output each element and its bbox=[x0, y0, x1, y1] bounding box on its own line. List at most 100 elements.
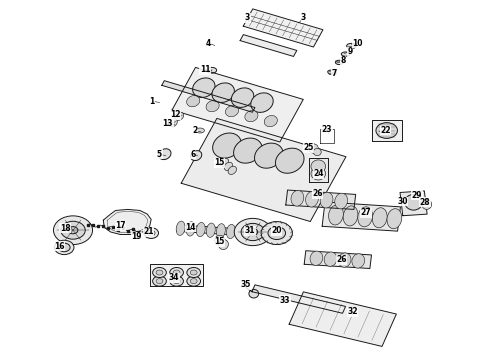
Text: 29: 29 bbox=[412, 190, 422, 199]
Ellipse shape bbox=[68, 226, 78, 234]
Polygon shape bbox=[162, 81, 255, 112]
Ellipse shape bbox=[237, 225, 245, 239]
Text: 16: 16 bbox=[54, 242, 65, 251]
Text: 7: 7 bbox=[331, 69, 337, 78]
Ellipse shape bbox=[343, 206, 358, 226]
Polygon shape bbox=[286, 190, 356, 210]
Ellipse shape bbox=[170, 267, 183, 278]
Ellipse shape bbox=[254, 143, 283, 168]
Ellipse shape bbox=[291, 190, 304, 206]
Text: 3: 3 bbox=[301, 13, 306, 22]
Text: 10: 10 bbox=[352, 39, 363, 48]
Ellipse shape bbox=[207, 67, 217, 73]
Ellipse shape bbox=[170, 276, 183, 286]
Ellipse shape bbox=[156, 279, 163, 284]
Ellipse shape bbox=[226, 224, 235, 239]
Text: 22: 22 bbox=[380, 126, 391, 135]
Ellipse shape bbox=[341, 52, 350, 56]
Ellipse shape bbox=[174, 112, 184, 120]
Ellipse shape bbox=[191, 150, 202, 161]
Text: 31: 31 bbox=[245, 226, 255, 235]
Ellipse shape bbox=[213, 133, 241, 158]
Ellipse shape bbox=[168, 118, 177, 127]
Text: 4: 4 bbox=[206, 39, 211, 48]
Text: 2: 2 bbox=[193, 126, 198, 135]
Ellipse shape bbox=[275, 148, 304, 173]
Polygon shape bbox=[371, 120, 402, 141]
Ellipse shape bbox=[320, 192, 333, 208]
Polygon shape bbox=[181, 118, 346, 221]
Ellipse shape bbox=[219, 239, 228, 249]
Text: 30: 30 bbox=[397, 197, 408, 206]
Text: 26: 26 bbox=[312, 189, 322, 198]
Ellipse shape bbox=[190, 270, 197, 275]
Ellipse shape bbox=[328, 70, 336, 75]
Text: 6: 6 bbox=[190, 150, 196, 159]
Ellipse shape bbox=[249, 289, 259, 298]
Ellipse shape bbox=[176, 221, 185, 235]
Ellipse shape bbox=[372, 208, 387, 228]
Ellipse shape bbox=[225, 105, 239, 117]
Text: 5: 5 bbox=[157, 150, 162, 159]
Ellipse shape bbox=[346, 43, 356, 48]
Ellipse shape bbox=[215, 235, 224, 245]
Ellipse shape bbox=[405, 194, 422, 210]
Ellipse shape bbox=[306, 191, 318, 207]
Ellipse shape bbox=[224, 162, 233, 171]
Ellipse shape bbox=[173, 270, 180, 275]
Text: 27: 27 bbox=[361, 208, 371, 217]
Ellipse shape bbox=[352, 254, 365, 268]
Polygon shape bbox=[103, 210, 151, 234]
Text: 21: 21 bbox=[143, 228, 153, 237]
Polygon shape bbox=[177, 225, 245, 235]
Ellipse shape bbox=[196, 128, 204, 133]
Text: 24: 24 bbox=[313, 169, 323, 178]
Ellipse shape bbox=[314, 148, 321, 156]
Ellipse shape bbox=[173, 279, 180, 284]
Ellipse shape bbox=[234, 219, 271, 246]
Ellipse shape bbox=[153, 276, 166, 286]
Ellipse shape bbox=[251, 93, 273, 112]
Text: 28: 28 bbox=[419, 198, 430, 207]
Ellipse shape bbox=[309, 144, 318, 153]
Text: 1: 1 bbox=[149, 96, 155, 105]
Ellipse shape bbox=[376, 123, 397, 138]
Ellipse shape bbox=[358, 207, 372, 227]
Ellipse shape bbox=[156, 270, 163, 275]
Text: 13: 13 bbox=[163, 119, 173, 128]
Ellipse shape bbox=[206, 223, 215, 237]
Ellipse shape bbox=[53, 216, 93, 244]
Ellipse shape bbox=[193, 78, 215, 98]
Ellipse shape bbox=[186, 222, 195, 236]
Ellipse shape bbox=[187, 276, 200, 286]
Ellipse shape bbox=[144, 228, 159, 238]
Ellipse shape bbox=[231, 88, 254, 107]
Ellipse shape bbox=[234, 138, 262, 163]
Ellipse shape bbox=[335, 60, 343, 64]
Ellipse shape bbox=[311, 167, 326, 180]
Text: 26: 26 bbox=[337, 255, 347, 264]
Text: 17: 17 bbox=[115, 221, 126, 230]
Text: 25: 25 bbox=[303, 143, 314, 152]
Ellipse shape bbox=[159, 149, 171, 159]
Text: 34: 34 bbox=[169, 273, 179, 282]
Polygon shape bbox=[322, 202, 400, 231]
Ellipse shape bbox=[187, 267, 200, 278]
Text: 18: 18 bbox=[60, 224, 71, 233]
Text: 33: 33 bbox=[280, 296, 290, 305]
Text: 14: 14 bbox=[185, 223, 196, 232]
Text: 15: 15 bbox=[215, 237, 225, 246]
Polygon shape bbox=[400, 191, 427, 216]
Polygon shape bbox=[252, 285, 345, 313]
Text: 23: 23 bbox=[322, 125, 332, 134]
Ellipse shape bbox=[228, 166, 237, 175]
Text: 3: 3 bbox=[245, 13, 250, 22]
Polygon shape bbox=[243, 9, 323, 47]
Ellipse shape bbox=[324, 252, 337, 266]
Ellipse shape bbox=[241, 224, 265, 240]
Text: 15: 15 bbox=[215, 158, 225, 167]
Ellipse shape bbox=[248, 228, 258, 235]
Ellipse shape bbox=[311, 160, 326, 173]
Polygon shape bbox=[150, 264, 203, 286]
Text: 11: 11 bbox=[200, 65, 210, 74]
